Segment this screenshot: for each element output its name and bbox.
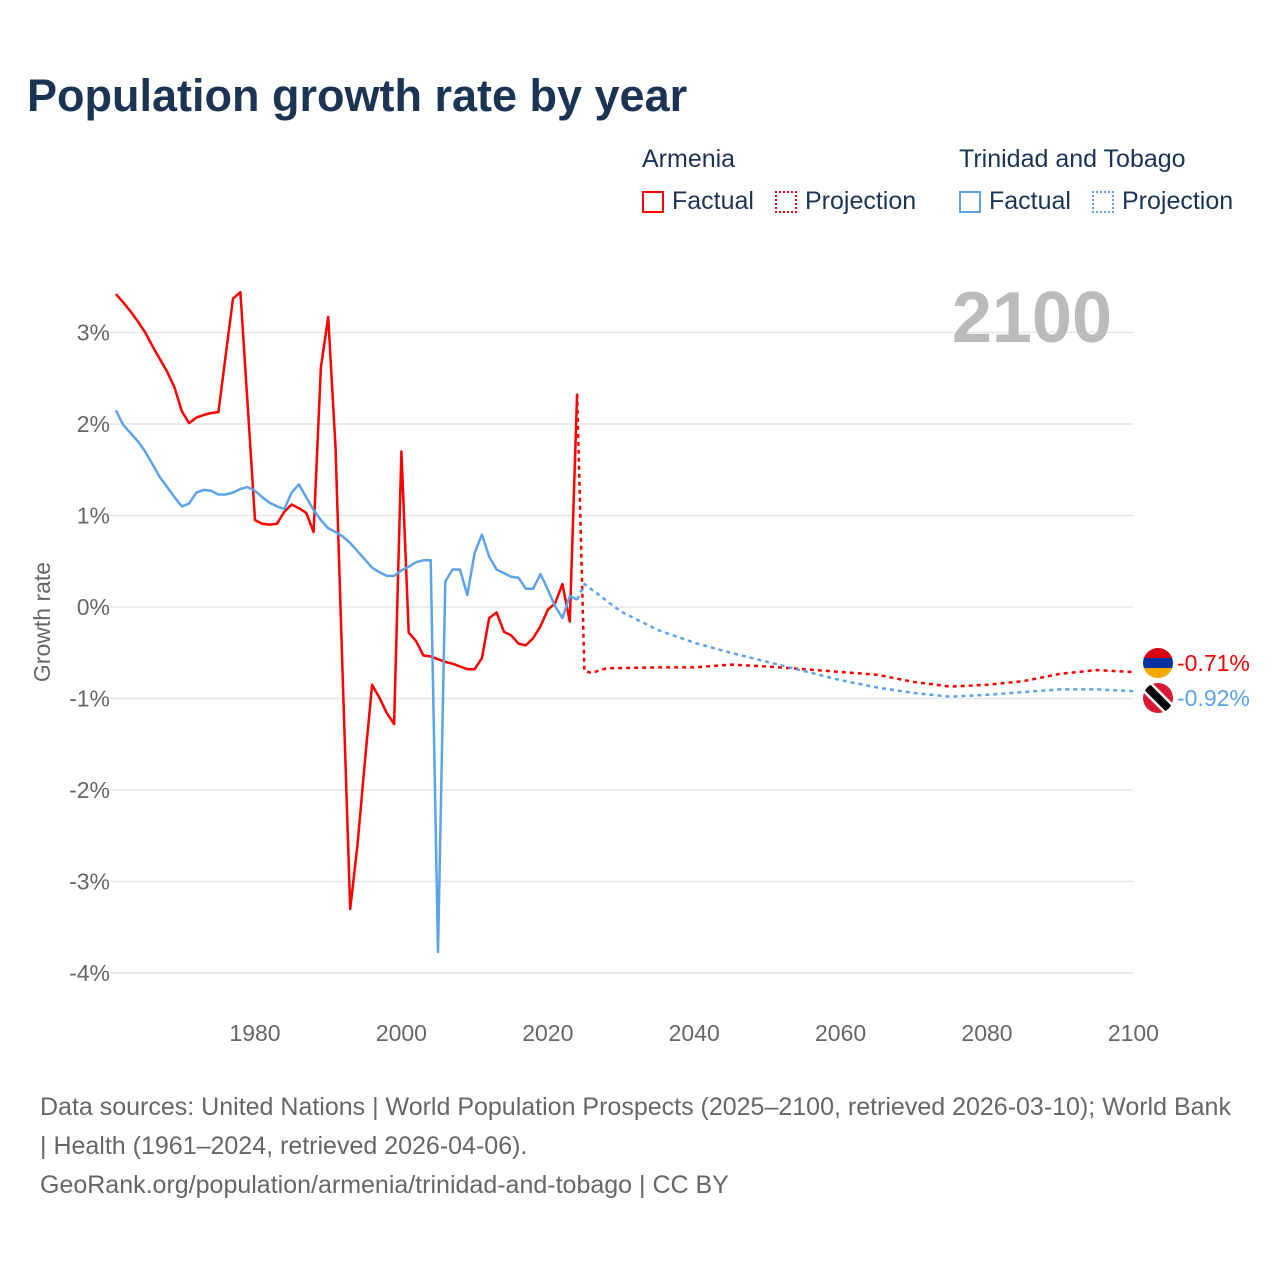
legend-label: Projection <box>1122 187 1234 215</box>
y-tick-label: 3% <box>77 320 110 346</box>
x-tick-label: 2100 <box>1108 1020 1159 1046</box>
source-note: Data sources: United Nations | World Pop… <box>40 1088 1240 1205</box>
x-tick-label: 2020 <box>522 1020 573 1046</box>
y-tick-label: 1% <box>77 503 110 529</box>
legend-swatch-dotted <box>775 190 797 213</box>
legend-trinidad-projection[interactable]: Projection <box>1092 187 1233 216</box>
legend-group-armenia: Armenia <box>642 145 736 173</box>
y-tick-label: -2% <box>69 777 110 803</box>
y-tick-label: 2% <box>77 411 110 437</box>
source-line: Data sources: United Nations | World Pop… <box>40 1093 1231 1160</box>
trinidad-end-label: -0.92% <box>1177 685 1250 711</box>
y-axis-label: Growth rate <box>29 562 55 682</box>
legend-label: Factual <box>989 187 1071 215</box>
legend-armenia-projection[interactable]: Projection <box>775 187 916 216</box>
x-tick-label: 2080 <box>961 1020 1012 1046</box>
page-title: Population growth rate by year <box>27 70 688 121</box>
legend-swatch-solid <box>959 190 981 213</box>
y-tick-label: 0% <box>77 594 110 620</box>
series-line-trinidad-and-tobago-factual <box>114 409 578 954</box>
y-tick-label: -4% <box>69 960 110 986</box>
legend-label: Projection <box>805 187 917 215</box>
source-link[interactable]: GeoRank.org/population/armenia/trinidad-… <box>40 1171 729 1199</box>
legend-label: Factual <box>672 187 754 215</box>
legend-trinidad-factual[interactable]: Factual <box>959 187 1071 216</box>
year-display: 2100 <box>952 278 1112 358</box>
y-tick-label: -1% <box>69 686 110 712</box>
armenia-end-label: -0.71% <box>1177 650 1250 676</box>
legend-armenia-factual[interactable]: Factual <box>642 187 754 216</box>
x-tick-label: 1980 <box>229 1020 280 1046</box>
series-line-armenia-factual <box>114 290 579 911</box>
x-tick-label: 2040 <box>669 1020 720 1046</box>
series-line-trinidad-and-tobago-projection <box>575 582 1134 698</box>
x-tick-label: 2000 <box>376 1020 427 1046</box>
y-tick-label: -3% <box>69 869 110 895</box>
x-tick-label: 2060 <box>815 1020 866 1046</box>
series-line-armenia-projection <box>575 393 1134 688</box>
trinidad-flag-icon <box>1143 683 1173 713</box>
legend-swatch-dotted <box>1092 190 1114 213</box>
legend-swatch-solid <box>642 190 664 213</box>
legend-group-trinidad: Trinidad and Tobago <box>959 145 1186 173</box>
armenia-flag-icon <box>1143 648 1173 678</box>
